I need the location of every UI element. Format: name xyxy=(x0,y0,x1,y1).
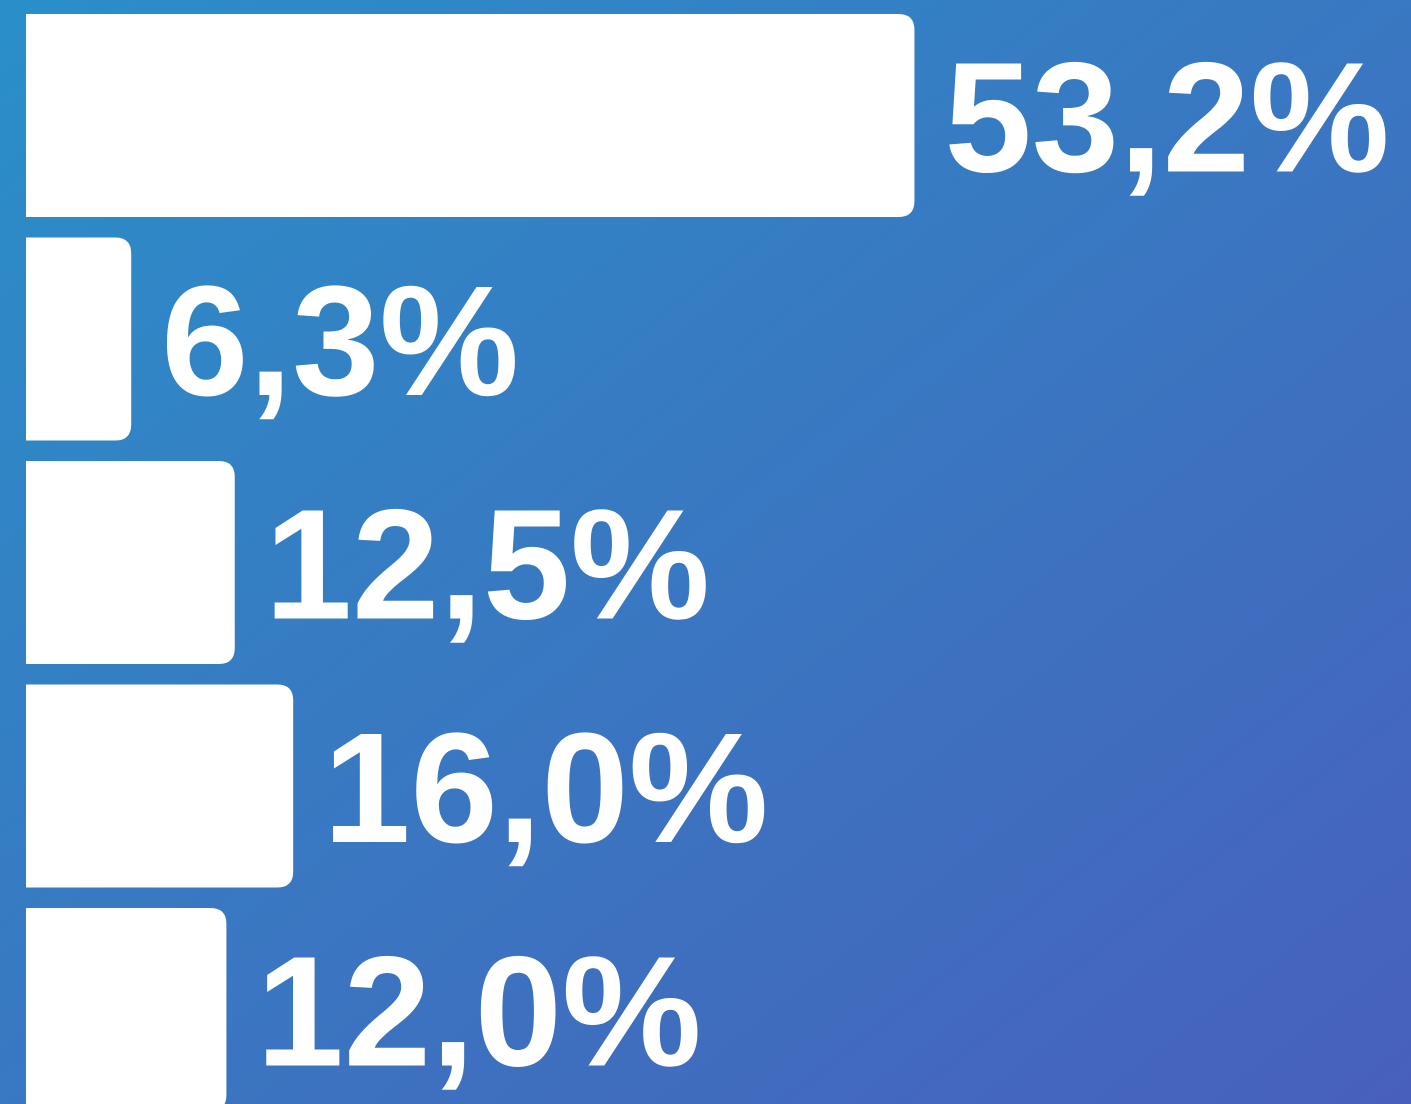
bar xyxy=(26,14,915,217)
value-label: 53,2% xyxy=(944,31,1389,206)
bar xyxy=(26,684,294,888)
bar xyxy=(26,237,132,441)
value-label: 16,0% xyxy=(323,701,768,876)
bar xyxy=(26,908,227,1104)
value-label: 6,3% xyxy=(161,254,519,429)
value-label: 12,0% xyxy=(256,925,701,1100)
bar xyxy=(26,461,235,664)
value-label: 12,5% xyxy=(265,478,710,653)
